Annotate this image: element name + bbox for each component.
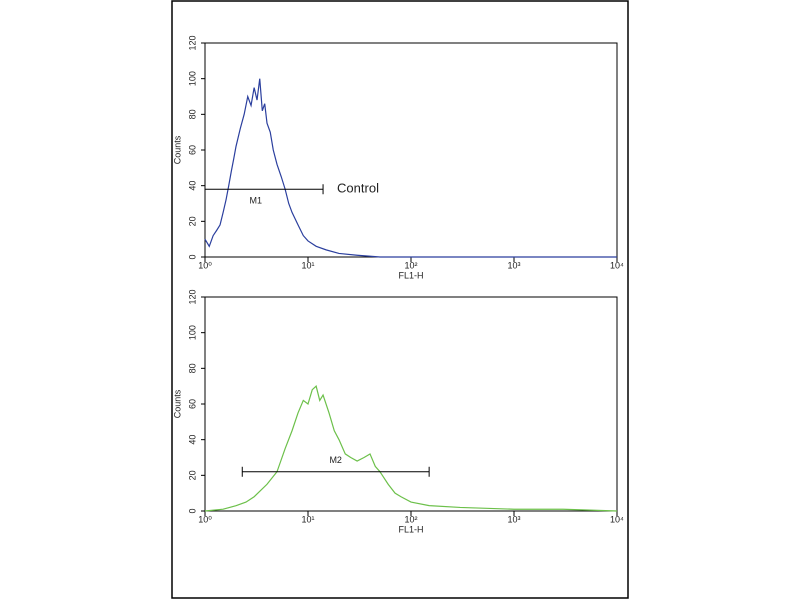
- figure-border: [171, 0, 629, 599]
- y-tick-label: 20: [187, 216, 197, 226]
- x-tick-label: 10⁰: [198, 514, 212, 524]
- y-tick-label: 120: [187, 289, 197, 304]
- y-tick-label: 120: [187, 35, 197, 50]
- y-tick-label: 0: [187, 254, 197, 259]
- x-tick-label: 10³: [507, 260, 520, 270]
- x-tick-label: 10¹: [301, 260, 314, 270]
- x-tick-label: 10²: [404, 514, 417, 524]
- x-axis-label: FL1-H: [398, 524, 423, 534]
- y-axis-label: Counts: [172, 135, 182, 164]
- y-axis-label: Counts: [172, 389, 182, 418]
- y-tick-label: 100: [187, 71, 197, 86]
- y-tick-label: 60: [187, 145, 197, 155]
- plot-frame: [204, 296, 618, 512]
- x-tick-label: 10¹: [301, 514, 314, 524]
- gate: [241, 466, 430, 477]
- gate-label: M2: [329, 455, 342, 465]
- y-tick-label: 40: [187, 181, 197, 191]
- x-tick-label: 10⁴: [610, 260, 624, 270]
- x-tick-label: 10³: [507, 514, 520, 524]
- y-tick-label: 80: [187, 109, 197, 119]
- x-tick-label: 10⁴: [610, 514, 624, 524]
- y-tick-label: 80: [187, 363, 197, 373]
- gate-label: M1: [250, 196, 263, 206]
- annotation: Control: [337, 181, 379, 196]
- plot-frame: [204, 42, 618, 258]
- y-tick-label: 100: [187, 325, 197, 340]
- y-tick-label: 20: [187, 470, 197, 480]
- y-tick-label: 0: [187, 508, 197, 513]
- y-tick-label: 60: [187, 399, 197, 409]
- histogram-line: [204, 78, 617, 258]
- x-tick-label: 10²: [404, 260, 417, 270]
- x-tick-label: 10⁰: [198, 260, 212, 270]
- x-axis-label: FL1-H: [398, 270, 423, 280]
- histogram-line: [204, 385, 618, 512]
- gate: [204, 184, 324, 195]
- y-tick-label: 40: [187, 435, 197, 445]
